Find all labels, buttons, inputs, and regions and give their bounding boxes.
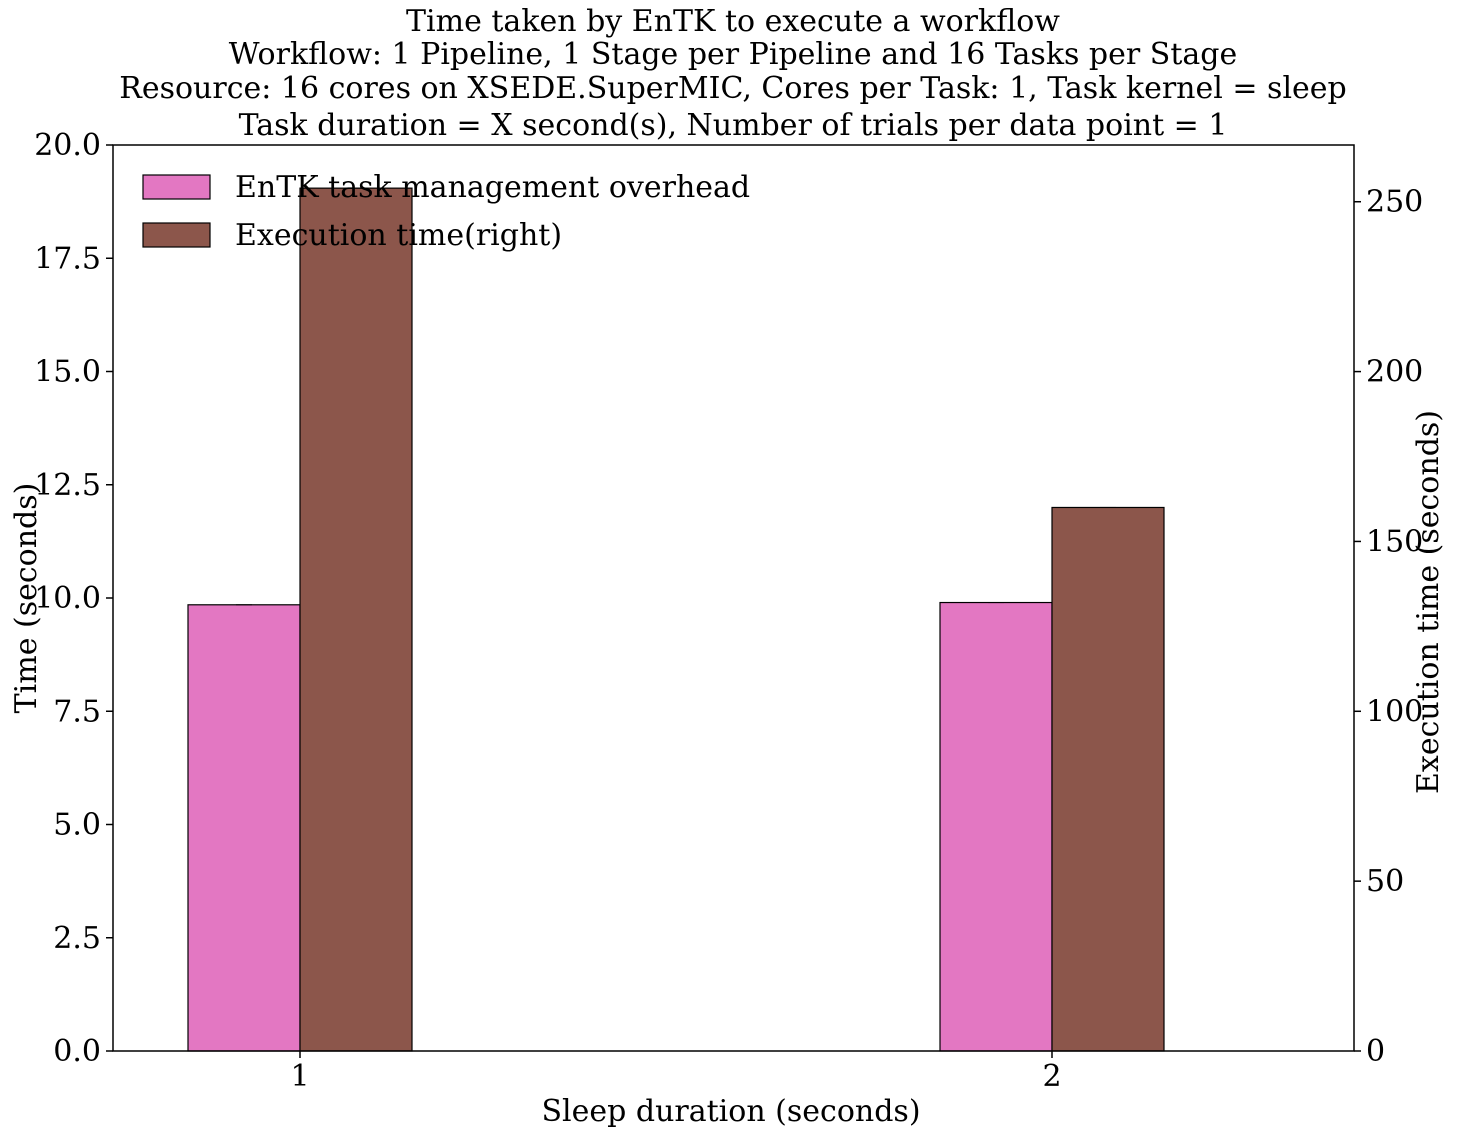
legend-label-overhead: EnTK task management overhead [235, 170, 750, 205]
right-y-tick-label: 100 [1366, 694, 1423, 729]
bar-overhead-1 [187, 604, 301, 1052]
right-y-ticks: 0 50 100 150 200 250 [1354, 185, 1423, 1069]
bars-group [187, 187, 1165, 1052]
left-y-tick-label: 2.5 [53, 921, 101, 956]
right-y-tick-label: 150 [1366, 524, 1423, 559]
right-y-tick-label: 50 [1366, 864, 1404, 899]
x-axis-label: Sleep duration (seconds) [541, 1094, 920, 1129]
left-y-tick-label: 20.0 [34, 128, 101, 163]
left-y-tick-label: 15.0 [34, 355, 101, 390]
title-line-3: Resource: 16 cores on XSEDE.SuperMIC, Co… [119, 71, 1347, 106]
left-y-ticks: 0.0 2.5 5.0 7.5 10.0 12.5 15.0 17.5 20.0 [34, 128, 113, 1069]
right-y-tick-label: 250 [1366, 185, 1423, 220]
left-y-tick-label: 7.5 [53, 694, 101, 729]
right-y-tick-label: 0 [1366, 1034, 1385, 1069]
legend-swatch-overhead [142, 174, 211, 200]
bar-execution-2 [1051, 506, 1165, 1052]
left-y-tick-label: 5.0 [53, 808, 101, 843]
right-y-tick-label: 200 [1366, 355, 1423, 390]
chart-title: Time taken by EnTK to execute a workflow… [119, 4, 1347, 143]
right-y-axis-label: Execution time (seconds) [1411, 410, 1446, 794]
legend-swatch-execution [142, 222, 211, 248]
title-line-1: Time taken by EnTK to execute a workflow [406, 4, 1060, 39]
left-y-tick-label: 0.0 [53, 1034, 101, 1069]
y-axis-label: Time (seconds) [9, 483, 44, 714]
title-line-2: Workflow: 1 Pipeline, 1 Stage per Pipeli… [229, 37, 1237, 72]
legend: EnTK task management overhead Execution t… [142, 170, 750, 253]
x-tick-label: 2 [1042, 1059, 1061, 1094]
legend-label-execution: Execution time(right) [235, 218, 562, 253]
left-y-tick-label: 12.5 [34, 468, 101, 503]
left-y-tick-label: 17.5 [34, 241, 101, 276]
bar-execution-1 [299, 187, 413, 1052]
title-line-4: Task duration = X second(s), Number of t… [239, 108, 1228, 143]
left-y-tick-label: 10.0 [34, 581, 101, 616]
x-tick-label: 1 [290, 1059, 309, 1094]
bar-overhead-2 [939, 601, 1053, 1052]
plot-frame [112, 144, 1355, 1052]
